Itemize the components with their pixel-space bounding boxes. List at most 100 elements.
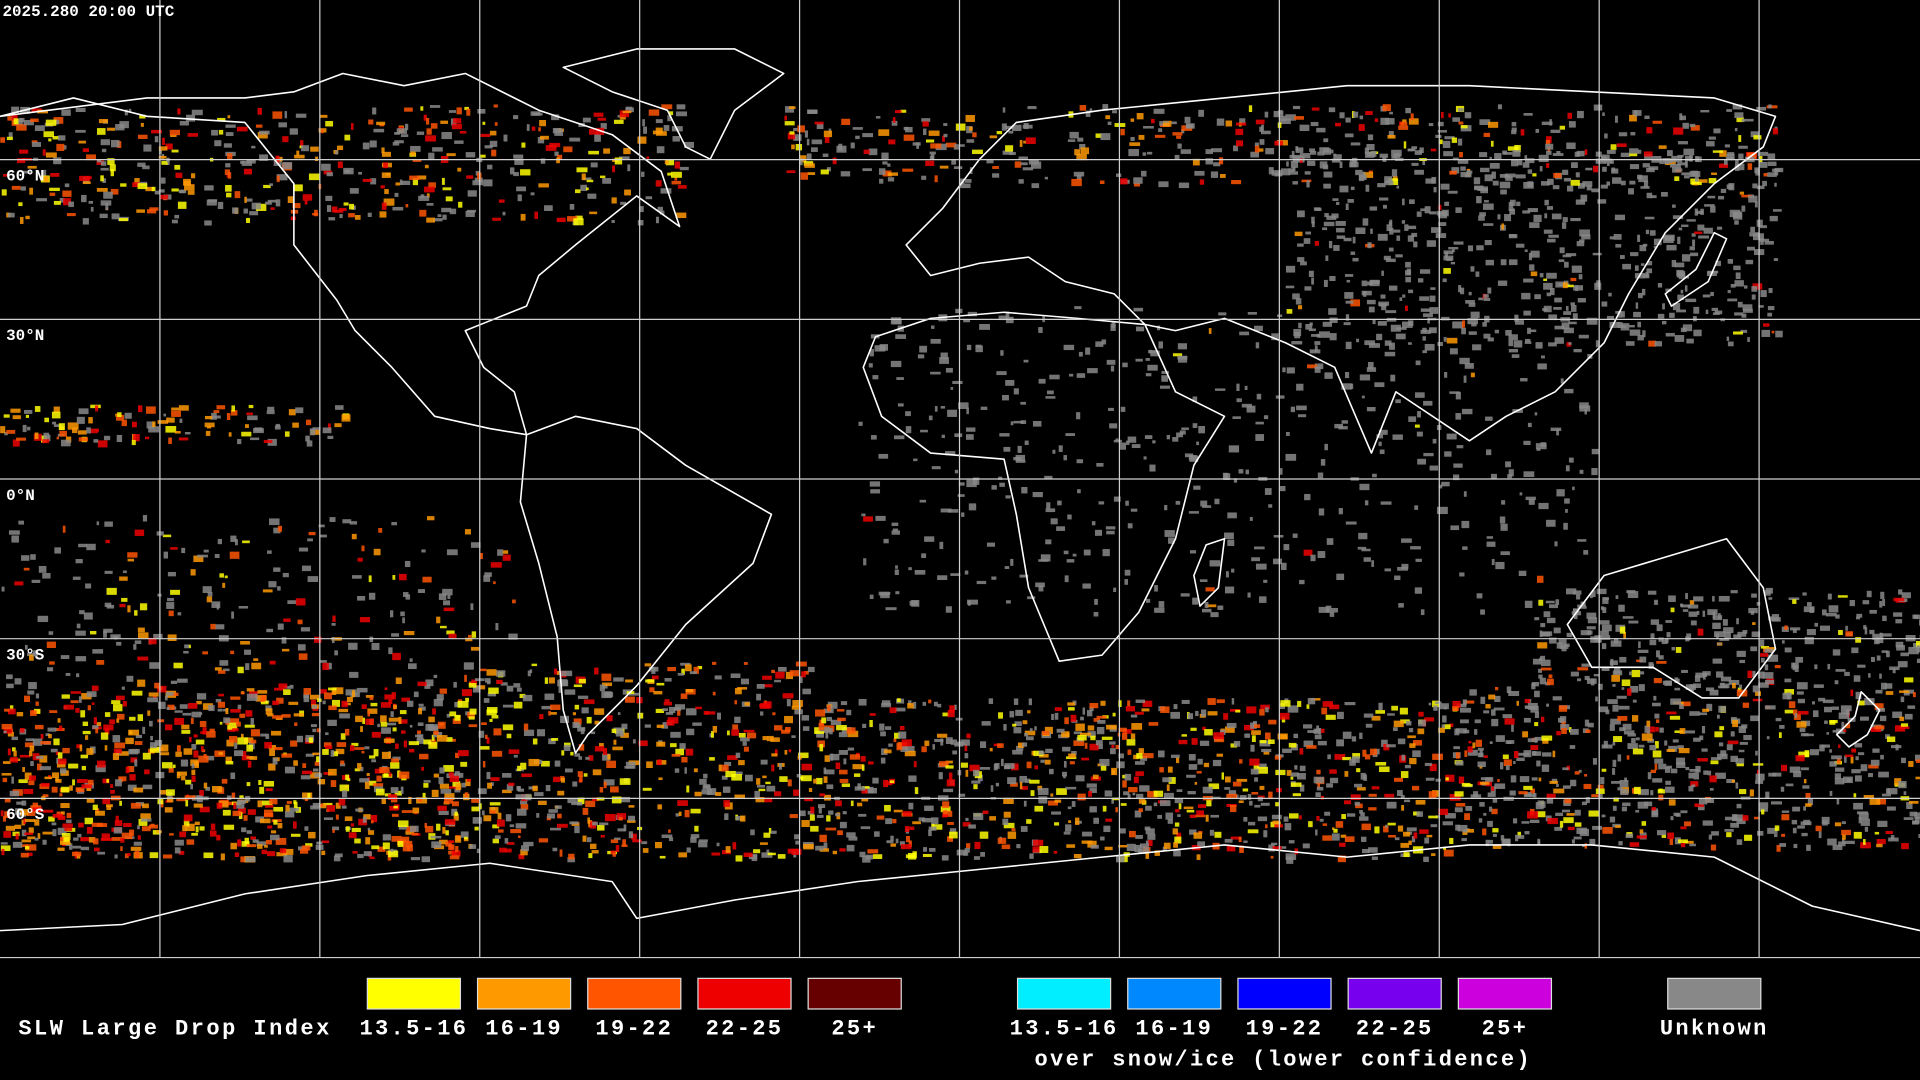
cloud-pixel xyxy=(1845,723,1851,729)
cloud-pixel xyxy=(1596,280,1601,287)
cloud-pixel xyxy=(219,721,223,725)
cloud-pixel xyxy=(1379,449,1385,455)
cloud-pixel xyxy=(928,415,933,421)
cloud-pixel xyxy=(1876,708,1885,712)
cloud-pixel xyxy=(717,712,721,720)
cloud-pixel xyxy=(1661,834,1667,838)
cloud-pixel xyxy=(594,708,605,715)
cloud-pixel xyxy=(1680,843,1686,848)
cloud-pixel xyxy=(1130,733,1136,740)
cloud-pixel xyxy=(735,855,743,862)
cloud-pixel xyxy=(799,155,807,163)
cloud-pixel xyxy=(95,728,99,734)
cloud-pixel xyxy=(861,798,869,802)
cloud-pixel xyxy=(1829,790,1833,797)
cloud-pixel xyxy=(185,823,195,832)
cloud-pixel xyxy=(942,810,953,817)
cloud-pixel xyxy=(1655,726,1659,732)
cloud-pixel xyxy=(1507,146,1519,151)
cloud-pixel xyxy=(1159,767,1164,773)
cloud-pixel xyxy=(1538,154,1549,162)
cloud-pixel xyxy=(40,733,44,740)
cloud-pixel xyxy=(1844,755,1847,763)
cloud-pixel xyxy=(1219,174,1226,178)
cloud-pixel xyxy=(1176,789,1183,792)
cloud-pixel xyxy=(1342,756,1352,761)
cloud-pixel xyxy=(1014,161,1022,168)
cloud-pixel xyxy=(246,159,256,164)
cloud-pixel xyxy=(1574,822,1582,827)
cloud-pixel xyxy=(1050,518,1058,525)
cloud-pixel xyxy=(1698,805,1705,811)
cloud-pixel xyxy=(1676,269,1684,277)
cloud-pixel xyxy=(852,764,864,770)
cloud-pixel xyxy=(1111,797,1114,804)
cloud-pixel xyxy=(1402,294,1406,298)
cloud-pixel xyxy=(1053,850,1058,854)
cloud-pixel xyxy=(1768,288,1773,294)
cloud-pixel xyxy=(1341,383,1352,390)
cloud-pixel xyxy=(425,135,437,142)
cloud-pixel xyxy=(1686,219,1696,222)
cloud-pixel xyxy=(1570,277,1577,282)
cloud-pixel xyxy=(156,830,162,834)
cloud-pixel xyxy=(237,839,242,847)
cloud-pixel xyxy=(1084,742,1088,749)
cloud-pixel xyxy=(1675,757,1686,765)
cloud-pixel xyxy=(61,694,70,699)
cloud-pixel xyxy=(115,124,125,131)
cloud-pixel xyxy=(1548,342,1557,347)
cloud-pixel xyxy=(488,687,499,694)
cloud-pixel xyxy=(200,746,204,751)
cloud-pixel xyxy=(1612,759,1617,767)
cloud-pixel xyxy=(1293,329,1302,337)
cloud-pixel xyxy=(40,766,51,771)
cloud-pixel xyxy=(1585,167,1593,171)
cloud-pixel xyxy=(731,774,743,781)
cloud-pixel xyxy=(1005,316,1014,324)
cloud-pixel xyxy=(371,759,377,763)
cloud-pixel xyxy=(1577,539,1587,542)
cloud-pixel xyxy=(330,750,335,757)
cloud-pixel xyxy=(1171,121,1177,125)
cloud-pixel xyxy=(191,711,202,718)
cloud-pixel xyxy=(169,833,174,836)
cloud-pixel xyxy=(80,837,90,842)
cloud-pixel xyxy=(824,769,835,775)
cloud-pixel xyxy=(1566,185,1574,192)
cloud-pixel xyxy=(1767,172,1777,177)
cloud-pixel xyxy=(1377,183,1386,188)
cloud-pixel xyxy=(222,809,231,816)
cloud-pixel xyxy=(331,206,338,213)
cloud-pixel xyxy=(1546,292,1551,297)
cloud-pixel xyxy=(268,744,276,750)
cloud-pixel xyxy=(82,721,89,726)
cloud-pixel xyxy=(1236,383,1240,391)
cloud-pixel xyxy=(426,203,434,206)
cloud-pixel xyxy=(1497,779,1500,782)
cloud-pixel xyxy=(1391,705,1398,711)
cloud-pixel xyxy=(1632,715,1639,722)
cloud-pixel xyxy=(680,662,691,666)
cloud-pixel xyxy=(1684,285,1688,292)
cloud-pixel xyxy=(1465,300,1475,304)
cloud-pixel xyxy=(82,181,91,185)
cloud-pixel xyxy=(1205,158,1213,165)
cloud-pixel xyxy=(578,678,586,684)
cloud-pixel xyxy=(1271,842,1278,846)
cloud-pixel xyxy=(618,817,623,821)
cloud-pixel xyxy=(1040,759,1045,763)
cloud-pixel xyxy=(1685,156,1693,162)
cloud-pixel xyxy=(1581,234,1591,240)
cloud-pixel xyxy=(1501,223,1504,230)
cloud-pixel xyxy=(455,752,460,759)
cloud-pixel xyxy=(210,830,217,837)
cloud-pixel xyxy=(384,694,394,700)
cloud-pixel xyxy=(1032,839,1044,846)
cloud-pixel xyxy=(32,807,43,812)
cloud-pixel xyxy=(1122,732,1128,740)
cloud-pixel xyxy=(744,702,750,706)
cloud-pixel xyxy=(284,111,288,119)
cloud-pixel xyxy=(100,175,104,182)
cloud-pixel xyxy=(397,820,409,828)
